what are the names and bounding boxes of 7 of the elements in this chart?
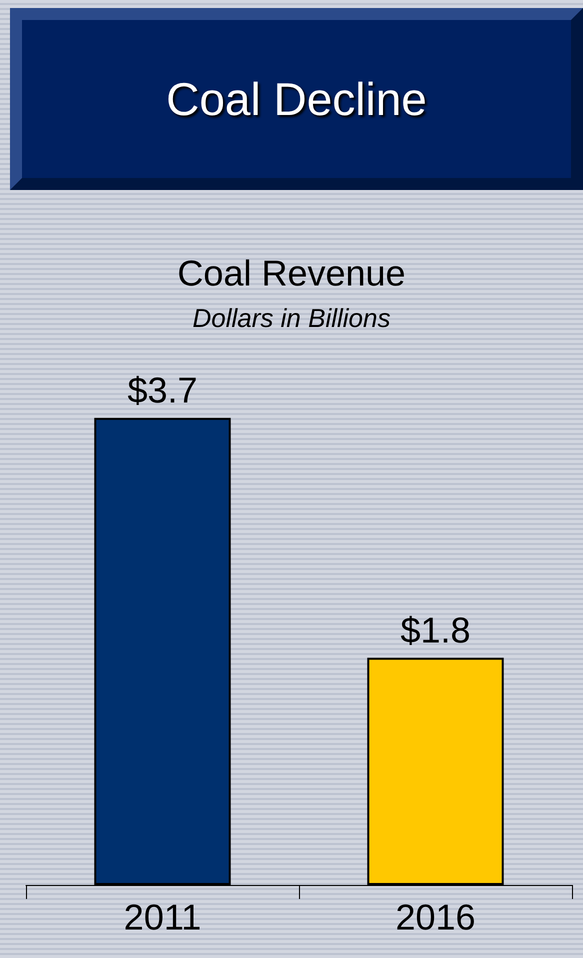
text: Dollars in Billions	[192, 303, 390, 333]
data-label: $3.7	[127, 369, 198, 410]
chart-subtitle: Coal Revenue	[177, 252, 406, 294]
x-tick-label: 2016	[395, 896, 476, 938]
data-label: $1.8	[400, 609, 471, 650]
chart-title: Coal Decline	[166, 72, 427, 126]
x-tick-label: 2011	[124, 896, 202, 938]
